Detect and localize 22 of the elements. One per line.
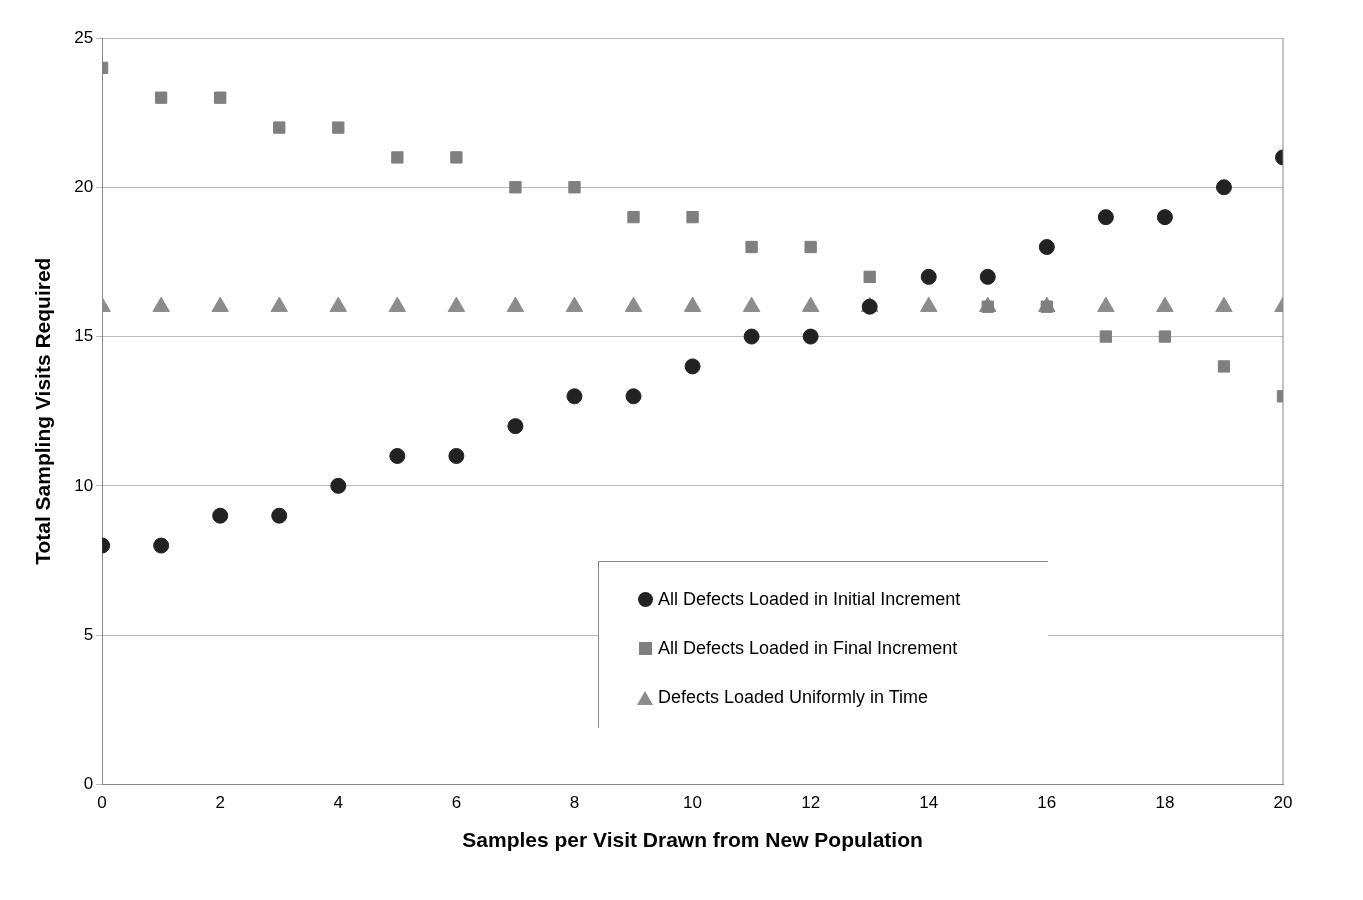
x-tick-label: 14 (919, 793, 939, 813)
legend-label: All Defects Loaded in Final Increment (658, 638, 958, 659)
x-tick-label: 20 (1273, 793, 1293, 813)
y-axis-title: Total Sampling Visits Required (31, 257, 55, 565)
x-tick-label: 4 (333, 793, 344, 813)
y-tick-label: 5 (83, 624, 94, 644)
x-tick-label: 8 (569, 793, 580, 813)
y-tick-label: 25 (74, 27, 94, 47)
x-tick-label: 10 (683, 793, 703, 813)
x-tick-label: 16 (1037, 793, 1057, 813)
y-tick-label: 15 (74, 326, 94, 346)
x-tick-label: 6 (451, 793, 462, 813)
y-tick-label: 0 (83, 774, 94, 794)
x-axis-title: Samples per Visit Drawn from New Population (462, 828, 923, 852)
x-tick-label: 0 (97, 793, 107, 813)
x-tick-label: 18 (1155, 793, 1175, 813)
x-tick-label: 2 (215, 793, 225, 813)
x-tick-label: 12 (801, 793, 821, 813)
y-tick-label: 10 (74, 475, 94, 495)
y-tick-label: 20 (74, 176, 94, 196)
legend-label: Defects Loaded Uniformly in Time (658, 687, 929, 708)
legend-label: All Defects Loaded in Initial Increment (658, 589, 961, 610)
